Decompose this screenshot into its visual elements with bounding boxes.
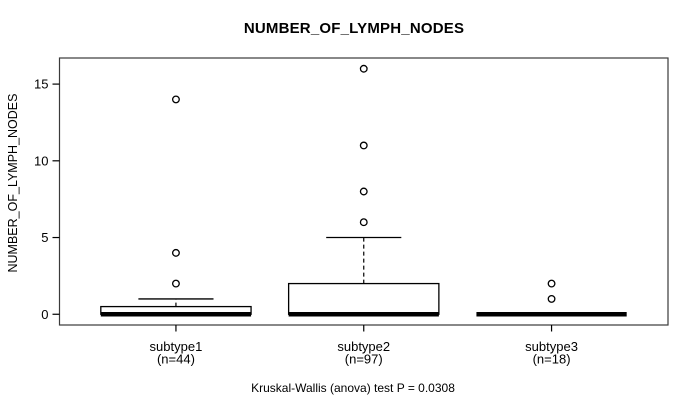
outlier-point-subtype1 (171, 248, 180, 257)
y-tick-label: 5 (41, 230, 48, 245)
outlier-point-subtype3 (547, 294, 556, 303)
outlier-point-subtype2 (359, 218, 368, 227)
outlier-point-subtype1 (171, 95, 180, 104)
x-group-n-label-subtype3: (n=18) (533, 352, 571, 367)
x-group-label-subtype3: subtype3 (525, 339, 578, 354)
stat-test-caption: Kruskal-Wallis (anova) test P = 0.0308 (251, 381, 455, 395)
y-tick-label: 15 (34, 77, 48, 92)
outlier-point-subtype1 (171, 279, 180, 288)
outlier-point-subtype2 (359, 141, 368, 150)
outlier-point-subtype3 (547, 279, 556, 288)
x-group-n-label-subtype2: (n=97) (345, 352, 383, 367)
x-group-label-subtype2: subtype2 (337, 339, 390, 354)
y-tick-label: 10 (34, 153, 48, 168)
outlier-point-subtype2 (359, 64, 368, 73)
box-subtype2 (287, 282, 440, 315)
chart-title: NUMBER_OF_LYMPH_NODES (243, 20, 465, 37)
x-group-n-label-subtype1: (n=44) (157, 352, 195, 367)
y-tick-label: 0 (41, 307, 48, 322)
outlier-point-subtype2 (359, 187, 368, 196)
x-group-label-subtype1: subtype1 (150, 339, 203, 354)
